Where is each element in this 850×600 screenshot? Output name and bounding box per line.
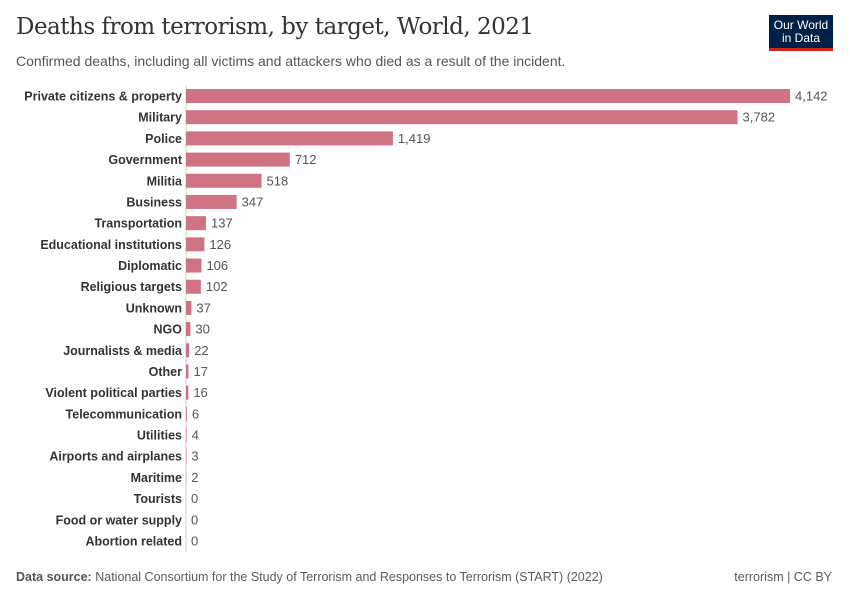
value-label: 518 (267, 173, 289, 188)
value-label: 37 (196, 300, 210, 315)
bar[interactable] (186, 89, 790, 103)
bar[interactable] (186, 322, 191, 337)
bar[interactable] (186, 173, 262, 188)
value-label: 0 (191, 534, 198, 549)
category-label: Diplomatic (118, 259, 182, 273)
value-label: 3,782 (743, 110, 776, 125)
category-label: Airports and airplanes (49, 450, 182, 464)
logo-line2: in Data (781, 31, 821, 45)
bar[interactable] (186, 152, 290, 167)
category-label: Private citizens & property (24, 90, 182, 104)
chart-title: Deaths from terrorism, by target, World,… (16, 14, 534, 40)
bar-chart: Private citizens & property 4,142 Military… (24, 86, 828, 552)
value-label: 3 (191, 449, 198, 464)
source-text: National Consortium for the Study of Ter… (95, 570, 603, 584)
value-label: 106 (206, 258, 228, 273)
value-label: 30 (195, 322, 209, 337)
bar[interactable] (186, 216, 206, 231)
category-label: Journalists & media (63, 344, 183, 358)
value-label: 6 (192, 406, 199, 421)
category-label: Unknown (126, 301, 182, 315)
category-label: Government (108, 153, 182, 167)
value-label: 4,142 (795, 89, 828, 104)
chart-subtitle: Confirmed deaths, including all victims … (16, 53, 566, 69)
bar[interactable] (186, 428, 187, 443)
category-label: Utilities (137, 429, 182, 443)
bar[interactable] (186, 131, 393, 146)
source-label: Data source: (16, 570, 92, 584)
value-label: 102 (206, 279, 228, 294)
category-label: Militia (147, 174, 183, 188)
bar[interactable] (186, 364, 189, 379)
category-label: Military (138, 111, 182, 125)
value-label: 712 (295, 152, 317, 167)
value-label: 137 (211, 216, 233, 231)
value-label: 1,419 (398, 131, 431, 146)
value-label: 126 (209, 237, 231, 252)
value-label: 347 (242, 194, 264, 209)
data-source: Data source: National Consortium for the… (16, 570, 603, 584)
bar[interactable] (186, 194, 237, 209)
bar[interactable] (186, 406, 187, 421)
category-label: Other (149, 365, 182, 379)
category-label: Business (126, 195, 182, 209)
value-label: 22 (194, 343, 208, 358)
bar[interactable] (186, 279, 201, 294)
value-label: 4 (192, 428, 199, 443)
category-label: Violent political parties (45, 386, 182, 400)
category-label: Tourists (134, 492, 182, 506)
value-label: 2 (191, 470, 198, 485)
bar[interactable] (186, 343, 190, 358)
category-label: Educational institutions (40, 238, 182, 252)
logo-line1: Our World (773, 18, 829, 32)
bar[interactable] (186, 110, 738, 125)
bar[interactable] (186, 300, 192, 315)
bar[interactable] (186, 385, 189, 400)
license[interactable]: terrorism | CC BY (734, 570, 832, 584)
owid-logo[interactable]: Our World in Data (769, 15, 833, 51)
category-label: Religious targets (81, 280, 182, 294)
category-label: Telecommunication (66, 407, 182, 421)
value-label: 0 (191, 491, 198, 506)
category-label: Police (145, 132, 182, 146)
category-label: Transportation (94, 217, 182, 231)
category-label: NGO (154, 323, 183, 337)
category-label: Food or water supply (56, 513, 182, 527)
value-label: 16 (193, 385, 207, 400)
category-label: Maritime (131, 471, 182, 485)
bar[interactable] (186, 237, 205, 252)
value-label: 0 (191, 512, 198, 527)
category-label: Abortion related (85, 535, 182, 549)
bar[interactable] (186, 258, 202, 273)
value-label: 17 (193, 364, 207, 379)
